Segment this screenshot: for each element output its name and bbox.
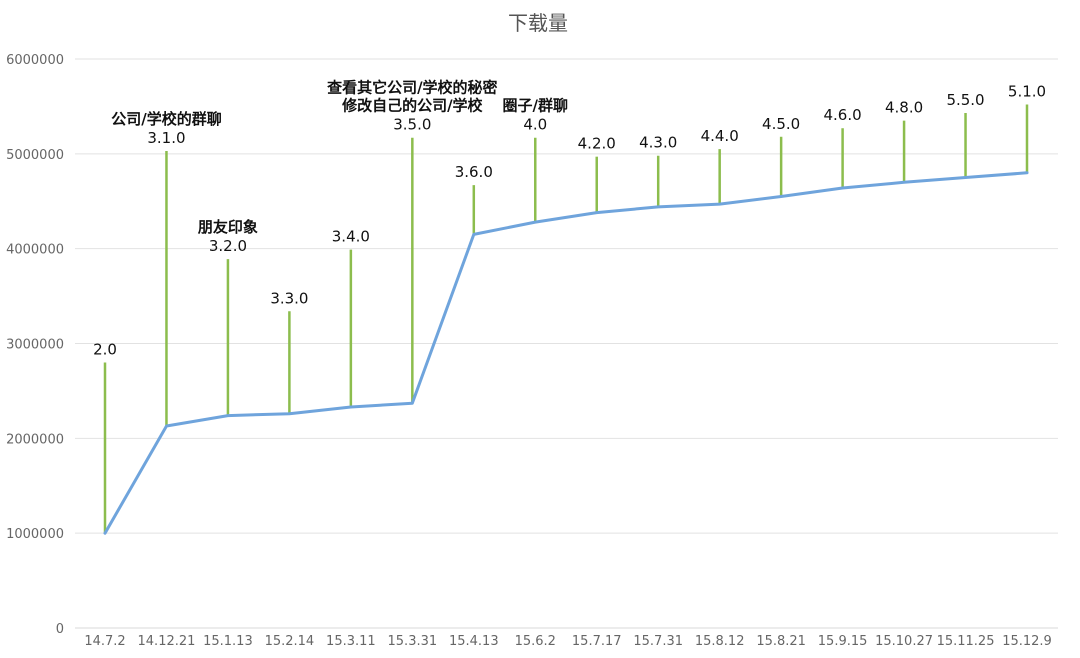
x-tick-label: 15.3.31 xyxy=(388,634,438,649)
version-label: 4.0 xyxy=(523,116,547,134)
x-axis-ticks: 14.7.2 14.12.21 15.1.13 15.2.14 15.3.11 15.3.… xyxy=(84,634,1051,649)
x-tick-label: 15.11.25 xyxy=(937,634,995,649)
x-tick-label: 15.1.13 xyxy=(203,634,253,649)
x-tick-label: 15.8.12 xyxy=(695,634,745,649)
version-label: 3.6.0 xyxy=(455,163,493,181)
chart-title: 下载量 xyxy=(508,11,568,35)
version-label: 3.2.0 xyxy=(209,237,247,255)
version-label: 2.0 xyxy=(93,340,117,358)
y-tick-label: 3000000 xyxy=(6,338,64,353)
x-tick-label: 15.6.2 xyxy=(515,634,556,649)
feature-annotation: 圈子/群聊 xyxy=(503,97,568,115)
feature-annotation: 公司/学校的群聊 xyxy=(111,110,221,128)
version-label: 4.3.0 xyxy=(639,134,677,152)
x-tick-label: 15.12.9 xyxy=(1002,634,1052,649)
version-label: 3.5.0 xyxy=(393,116,431,134)
y-tick-label: 4000000 xyxy=(6,243,64,258)
x-tick-label: 15.10.27 xyxy=(875,634,933,649)
version-label: 5.5.0 xyxy=(946,91,984,109)
version-label: 3.1.0 xyxy=(147,129,185,147)
version-label: 4.8.0 xyxy=(885,99,923,117)
x-tick-label: 15.3.11 xyxy=(326,634,376,649)
version-label: 4.6.0 xyxy=(824,106,862,124)
feature-annotation: 朋友印象 xyxy=(198,218,258,236)
x-tick-label: 15.7.31 xyxy=(633,634,683,649)
y-tick-label: 1000000 xyxy=(6,527,64,542)
x-tick-label: 15.7.17 xyxy=(572,634,622,649)
version-label: 3.4.0 xyxy=(332,228,370,246)
y-axis-ticks: 0 1000000 2000000 3000000 4000000 5000000 6000… xyxy=(6,53,64,637)
y-tick-label: 2000000 xyxy=(6,432,64,447)
version-label: 3.3.0 xyxy=(270,289,308,307)
series-line-layer xyxy=(103,171,1029,535)
feature-annotation: 修改自己的公司/学校 xyxy=(341,97,483,115)
series-line xyxy=(103,171,1029,535)
y-tick-label: 6000000 xyxy=(6,53,64,68)
x-tick-label: 15.8.21 xyxy=(756,634,806,649)
x-tick-label: 15.9.15 xyxy=(818,634,868,649)
version-label: 5.1.0 xyxy=(1008,83,1046,101)
y-tick-label: 5000000 xyxy=(6,148,64,163)
feature-annotation: 查看其它公司/学校的秘密 xyxy=(327,79,497,97)
version-label: 4.2.0 xyxy=(578,135,616,153)
x-tick-label: 15.4.13 xyxy=(449,634,499,649)
x-tick-label: 14.12.21 xyxy=(138,634,196,649)
x-tick-label: 15.2.14 xyxy=(265,634,315,649)
grid-layer xyxy=(75,58,1058,629)
y-tick-label: 0 xyxy=(56,622,64,637)
version-stems xyxy=(103,104,1029,534)
x-tick-label: 14.7.2 xyxy=(84,634,125,649)
version-label: 4.5.0 xyxy=(762,115,800,133)
version-label: 4.4.0 xyxy=(701,127,739,145)
